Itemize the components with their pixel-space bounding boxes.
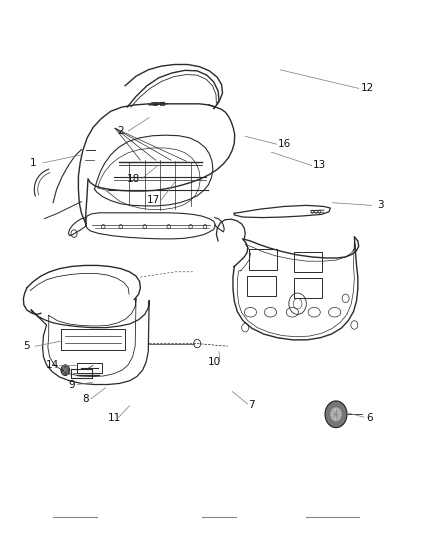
Text: 14: 14 xyxy=(46,360,59,370)
Text: 1: 1 xyxy=(30,158,37,168)
Text: 13: 13 xyxy=(313,160,326,171)
Circle shape xyxy=(61,365,70,375)
Bar xyxy=(249,249,277,270)
Text: 10: 10 xyxy=(208,357,221,367)
Bar xyxy=(294,278,322,298)
Bar xyxy=(294,252,322,272)
Text: 5: 5 xyxy=(24,341,30,351)
Bar xyxy=(159,102,164,105)
Text: 3: 3 xyxy=(377,200,384,211)
Text: 18: 18 xyxy=(127,174,141,184)
Bar xyxy=(247,276,276,296)
Text: 17: 17 xyxy=(147,195,160,205)
Circle shape xyxy=(325,401,347,427)
Text: 2: 2 xyxy=(117,126,124,136)
Bar xyxy=(152,102,157,105)
Text: 16: 16 xyxy=(278,139,291,149)
Text: 7: 7 xyxy=(248,400,255,410)
Text: 8: 8 xyxy=(82,394,89,405)
Text: 9: 9 xyxy=(69,379,75,390)
Circle shape xyxy=(330,407,342,421)
Text: 12: 12 xyxy=(361,83,374,93)
Text: 6: 6 xyxy=(366,413,373,423)
Text: 11: 11 xyxy=(108,413,121,423)
